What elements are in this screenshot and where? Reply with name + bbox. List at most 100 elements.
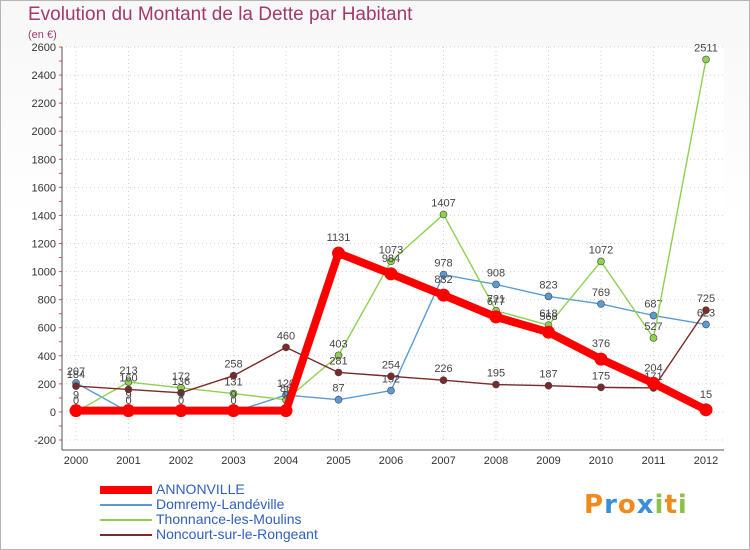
data-label: 258 (224, 359, 242, 371)
proxiti-logo: Proxiti (584, 490, 688, 520)
data-point (702, 55, 710, 64)
data-label: 908 (487, 267, 505, 279)
y-tick-label: 2400 (32, 70, 56, 82)
data-label: 254 (382, 359, 400, 371)
data-point (387, 257, 395, 266)
legend-label: Noncourt-sur-le-Rongeant (156, 526, 318, 542)
data-label: 172 (172, 371, 190, 383)
data-label: 2511 (694, 42, 718, 54)
data-point (492, 380, 500, 389)
legend-swatch (100, 518, 152, 521)
y-tick-label: 1400 (32, 210, 56, 222)
data-label: 1131 (327, 232, 351, 244)
data-label: 131 (224, 377, 242, 389)
data-label: 687 (644, 299, 662, 311)
y-tick-label: 1000 (32, 267, 56, 279)
y-tick-label: 1600 (32, 182, 56, 194)
data-label: 0 (178, 395, 184, 407)
data-point (332, 246, 345, 260)
data-point (174, 404, 188, 418)
data-label: 403 (329, 338, 347, 350)
data-label: 1073 (379, 244, 403, 256)
data-point (334, 395, 343, 404)
y-tick-label: 1800 (32, 154, 56, 166)
logo-letter: o (617, 490, 637, 520)
chart-legend: ANNONVILLE Domremy-Landéville Thonnance-le… (100, 482, 318, 542)
data-point (229, 371, 238, 380)
data-point (387, 372, 395, 381)
legend-swatch (100, 485, 152, 494)
logo-letter: r (604, 490, 618, 520)
data-label: 226 (434, 363, 452, 375)
logo-letter: t (664, 490, 678, 520)
data-label: 460 (277, 330, 295, 342)
legend-item: ANNONVILLE (100, 482, 318, 497)
data-point (387, 386, 395, 395)
data-label: 195 (487, 368, 505, 380)
data-point (124, 385, 133, 394)
legend-swatch (100, 533, 152, 536)
y-tick-label: 800 (38, 295, 56, 307)
data-point (544, 381, 553, 390)
data-label: 527 (644, 321, 662, 333)
y-tick-label: 2000 (32, 126, 56, 138)
data-label: 207 (67, 366, 85, 378)
data-point (72, 382, 80, 390)
x-tick-label: 2012 (694, 455, 718, 467)
data-label: 0 (125, 395, 131, 407)
data-label: 725 (697, 293, 715, 305)
data-point (702, 320, 710, 329)
data-label: 136 (172, 376, 190, 388)
x-tick-label: 2008 (484, 455, 508, 467)
data-point (489, 310, 503, 324)
data-point (647, 376, 660, 390)
legend-label: Domremy-Landéville (156, 496, 285, 512)
data-label: 618 (539, 308, 557, 320)
data-point (229, 389, 238, 398)
y-tick-label: 1200 (32, 239, 56, 251)
chart-title: Evolution du Montant de la Dette par Hab… (28, 4, 413, 25)
data-label: 204 (644, 362, 662, 374)
data-label: 568 (539, 311, 557, 323)
data-point (492, 280, 500, 289)
data-point (542, 325, 555, 339)
legend-label: Thonnance-les-Moulins (156, 511, 302, 527)
data-point (649, 334, 658, 342)
y-tick-label: -200 (34, 435, 56, 447)
data-point (649, 311, 658, 320)
logo-letter: i (654, 490, 665, 520)
data-point (437, 288, 450, 302)
x-tick-label: 2010 (589, 455, 613, 467)
data-point (122, 404, 135, 418)
logo-letter: x (636, 490, 655, 520)
data-label: 978 (434, 258, 452, 270)
data-point (439, 376, 448, 385)
data-point (439, 270, 448, 279)
data-point (384, 267, 398, 281)
data-label: 175 (592, 370, 610, 382)
data-point (334, 351, 343, 360)
legend-item: Noncourt-sur-le-Rongeant (100, 527, 318, 542)
data-label: 832 (434, 274, 452, 286)
data-label: 187 (539, 369, 557, 381)
data-point (597, 257, 605, 266)
logo-letter: P (584, 490, 605, 520)
data-label: 1407 (431, 197, 455, 209)
data-label: 0 (230, 395, 236, 407)
x-tick-label: 2009 (536, 455, 560, 467)
legend-label: ANNONVILLE (156, 481, 245, 497)
data-point (544, 292, 553, 301)
data-label: 677 (487, 296, 505, 308)
y-tick-label: 2600 (32, 42, 56, 54)
data-label: 9 (125, 390, 131, 402)
data-point (282, 343, 290, 352)
x-tick-label: 2011 (642, 455, 666, 467)
data-label: 721 (487, 294, 505, 306)
legend-item: Domremy-Landéville (100, 497, 318, 512)
x-tick-label: 2001 (116, 455, 140, 467)
legend-swatch (100, 503, 152, 506)
data-label: 9 (230, 390, 236, 402)
data-point (699, 403, 713, 417)
data-label: 15 (700, 389, 712, 401)
